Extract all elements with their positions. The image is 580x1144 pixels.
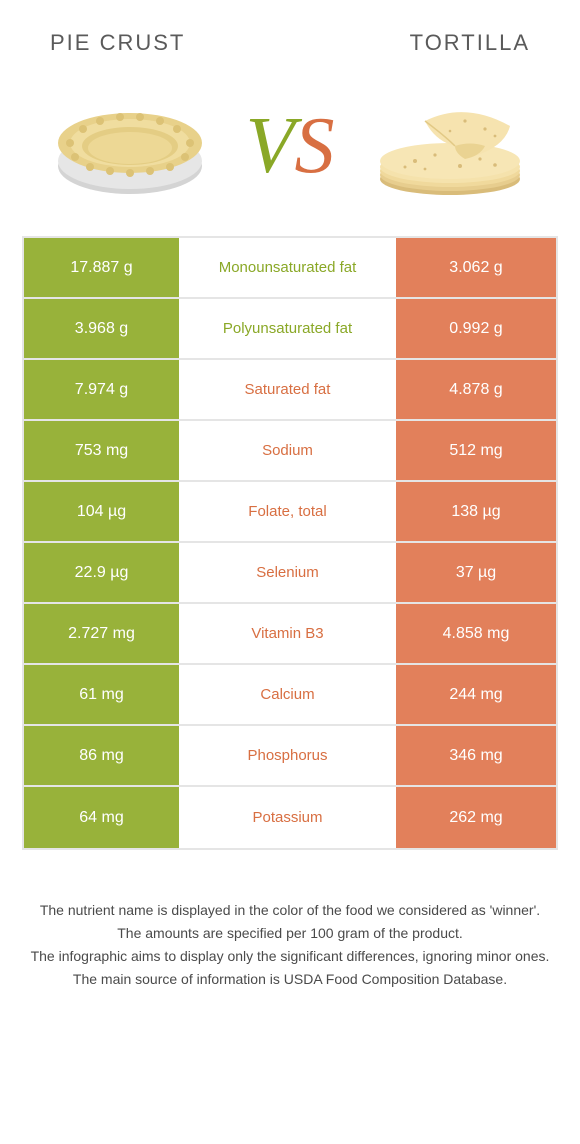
pie-crust-image xyxy=(45,86,215,206)
footer-line: The nutrient name is displayed in the co… xyxy=(30,900,550,921)
table-row: 2.727 mgVitamin B34.858 mg xyxy=(24,604,556,665)
table-row: 753 mgSodium512 mg xyxy=(24,421,556,482)
value-right: 0.992 g xyxy=(396,299,556,358)
table-row: 86 mgPhosphorus346 mg xyxy=(24,726,556,787)
footer-line: The infographic aims to display only the… xyxy=(30,946,550,967)
value-right: 244 mg xyxy=(396,665,556,724)
value-right: 3.062 g xyxy=(396,238,556,297)
images-row: VS xyxy=(0,76,580,236)
vs-s: S xyxy=(294,102,334,190)
value-right: 4.858 mg xyxy=(396,604,556,663)
value-left: 7.974 g xyxy=(24,360,179,419)
nutrient-label: Monounsaturated fat xyxy=(179,238,396,297)
value-right: 512 mg xyxy=(396,421,556,480)
vs-label: VS xyxy=(246,106,335,186)
table-row: 3.968 gPolyunsaturated fat0.992 g xyxy=(24,299,556,360)
value-left: 22.9 µg xyxy=(24,543,179,602)
value-left: 3.968 g xyxy=(24,299,179,358)
title-right: Tortilla xyxy=(410,30,530,56)
value-left: 61 mg xyxy=(24,665,179,724)
table-row: 104 µgFolate, total138 µg xyxy=(24,482,556,543)
comparison-table: 17.887 gMonounsaturated fat3.062 g3.968 … xyxy=(22,236,558,850)
value-left: 86 mg xyxy=(24,726,179,785)
value-left: 64 mg xyxy=(24,787,179,848)
tortilla-image xyxy=(365,86,535,206)
footer-notes: The nutrient name is displayed in the co… xyxy=(0,850,580,1012)
table-row: 17.887 gMonounsaturated fat3.062 g xyxy=(24,238,556,299)
value-right: 138 µg xyxy=(396,482,556,541)
value-left: 753 mg xyxy=(24,421,179,480)
table-row: 22.9 µgSelenium37 µg xyxy=(24,543,556,604)
value-left: 17.887 g xyxy=(24,238,179,297)
value-right: 37 µg xyxy=(396,543,556,602)
nutrient-label: Potassium xyxy=(179,787,396,848)
value-left: 2.727 mg xyxy=(24,604,179,663)
nutrient-label: Polyunsaturated fat xyxy=(179,299,396,358)
nutrient-label: Saturated fat xyxy=(179,360,396,419)
title-left: Pie crust xyxy=(50,30,185,56)
nutrient-label: Phosphorus xyxy=(179,726,396,785)
value-right: 4.878 g xyxy=(396,360,556,419)
nutrient-label: Vitamin B3 xyxy=(179,604,396,663)
table-row: 7.974 gSaturated fat4.878 g xyxy=(24,360,556,421)
nutrient-label: Selenium xyxy=(179,543,396,602)
table-row: 61 mgCalcium244 mg xyxy=(24,665,556,726)
value-right: 262 mg xyxy=(396,787,556,848)
footer-line: The amounts are specified per 100 gram o… xyxy=(30,923,550,944)
nutrient-label: Sodium xyxy=(179,421,396,480)
value-right: 346 mg xyxy=(396,726,556,785)
vs-v: V xyxy=(246,102,295,190)
table-row: 64 mgPotassium262 mg xyxy=(24,787,556,848)
header: Pie crust Tortilla xyxy=(0,0,580,76)
value-left: 104 µg xyxy=(24,482,179,541)
footer-line: The main source of information is USDA F… xyxy=(30,969,550,990)
nutrient-label: Folate, total xyxy=(179,482,396,541)
nutrient-label: Calcium xyxy=(179,665,396,724)
